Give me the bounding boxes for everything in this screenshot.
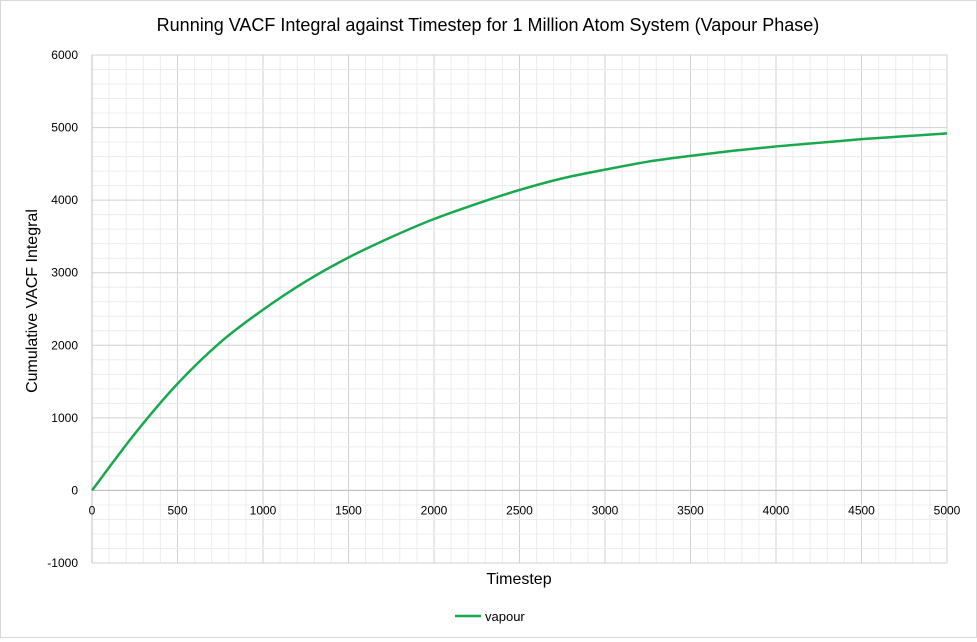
- x-tick-labels: 0 500 1000 1500 2000 2500 3000 3500 4000 4500 5000: [89, 503, 961, 517]
- y-tick-label: -1000: [47, 556, 78, 570]
- grid: [91, 54, 948, 564]
- y-tick-label: 1000: [51, 411, 78, 425]
- y-tick-label: 3000: [51, 266, 78, 280]
- x-tick-label: 4500: [848, 503, 875, 517]
- y-tick-label: 2000: [51, 338, 78, 352]
- x-tick-label: 3000: [592, 503, 619, 517]
- x-tick-label: 1000: [250, 503, 277, 517]
- y-tick-label: 5000: [51, 121, 78, 135]
- y-tick-label: 6000: [51, 48, 78, 62]
- x-tick-label: 4000: [763, 503, 790, 517]
- y-tick-label: 0: [71, 483, 78, 497]
- x-tick-label: 5000: [934, 503, 961, 517]
- x-tick-label: 2000: [421, 503, 448, 517]
- x-tick-label: 1500: [335, 503, 362, 517]
- chart-title: Running VACF Integral against Timestep f…: [157, 15, 820, 35]
- series-lines: [91, 132, 948, 492]
- x-tick-label: 500: [167, 503, 187, 517]
- y-axis-label: Cumulative VACF Integral: [24, 209, 41, 393]
- y-tick-label: 4000: [51, 193, 78, 207]
- legend: vapour: [455, 609, 525, 624]
- series-line-vapour: [91, 132, 948, 492]
- x-axis-label: Timestep: [486, 571, 551, 588]
- x-tick-label: 0: [89, 503, 96, 517]
- x-tick-label: 3500: [677, 503, 704, 517]
- legend-label-vapour: vapour: [485, 609, 525, 624]
- x-tick-label: 2500: [506, 503, 533, 517]
- y-tick-labels: -1000 0 1000 2000 3000 4000 5000 6000: [47, 48, 78, 570]
